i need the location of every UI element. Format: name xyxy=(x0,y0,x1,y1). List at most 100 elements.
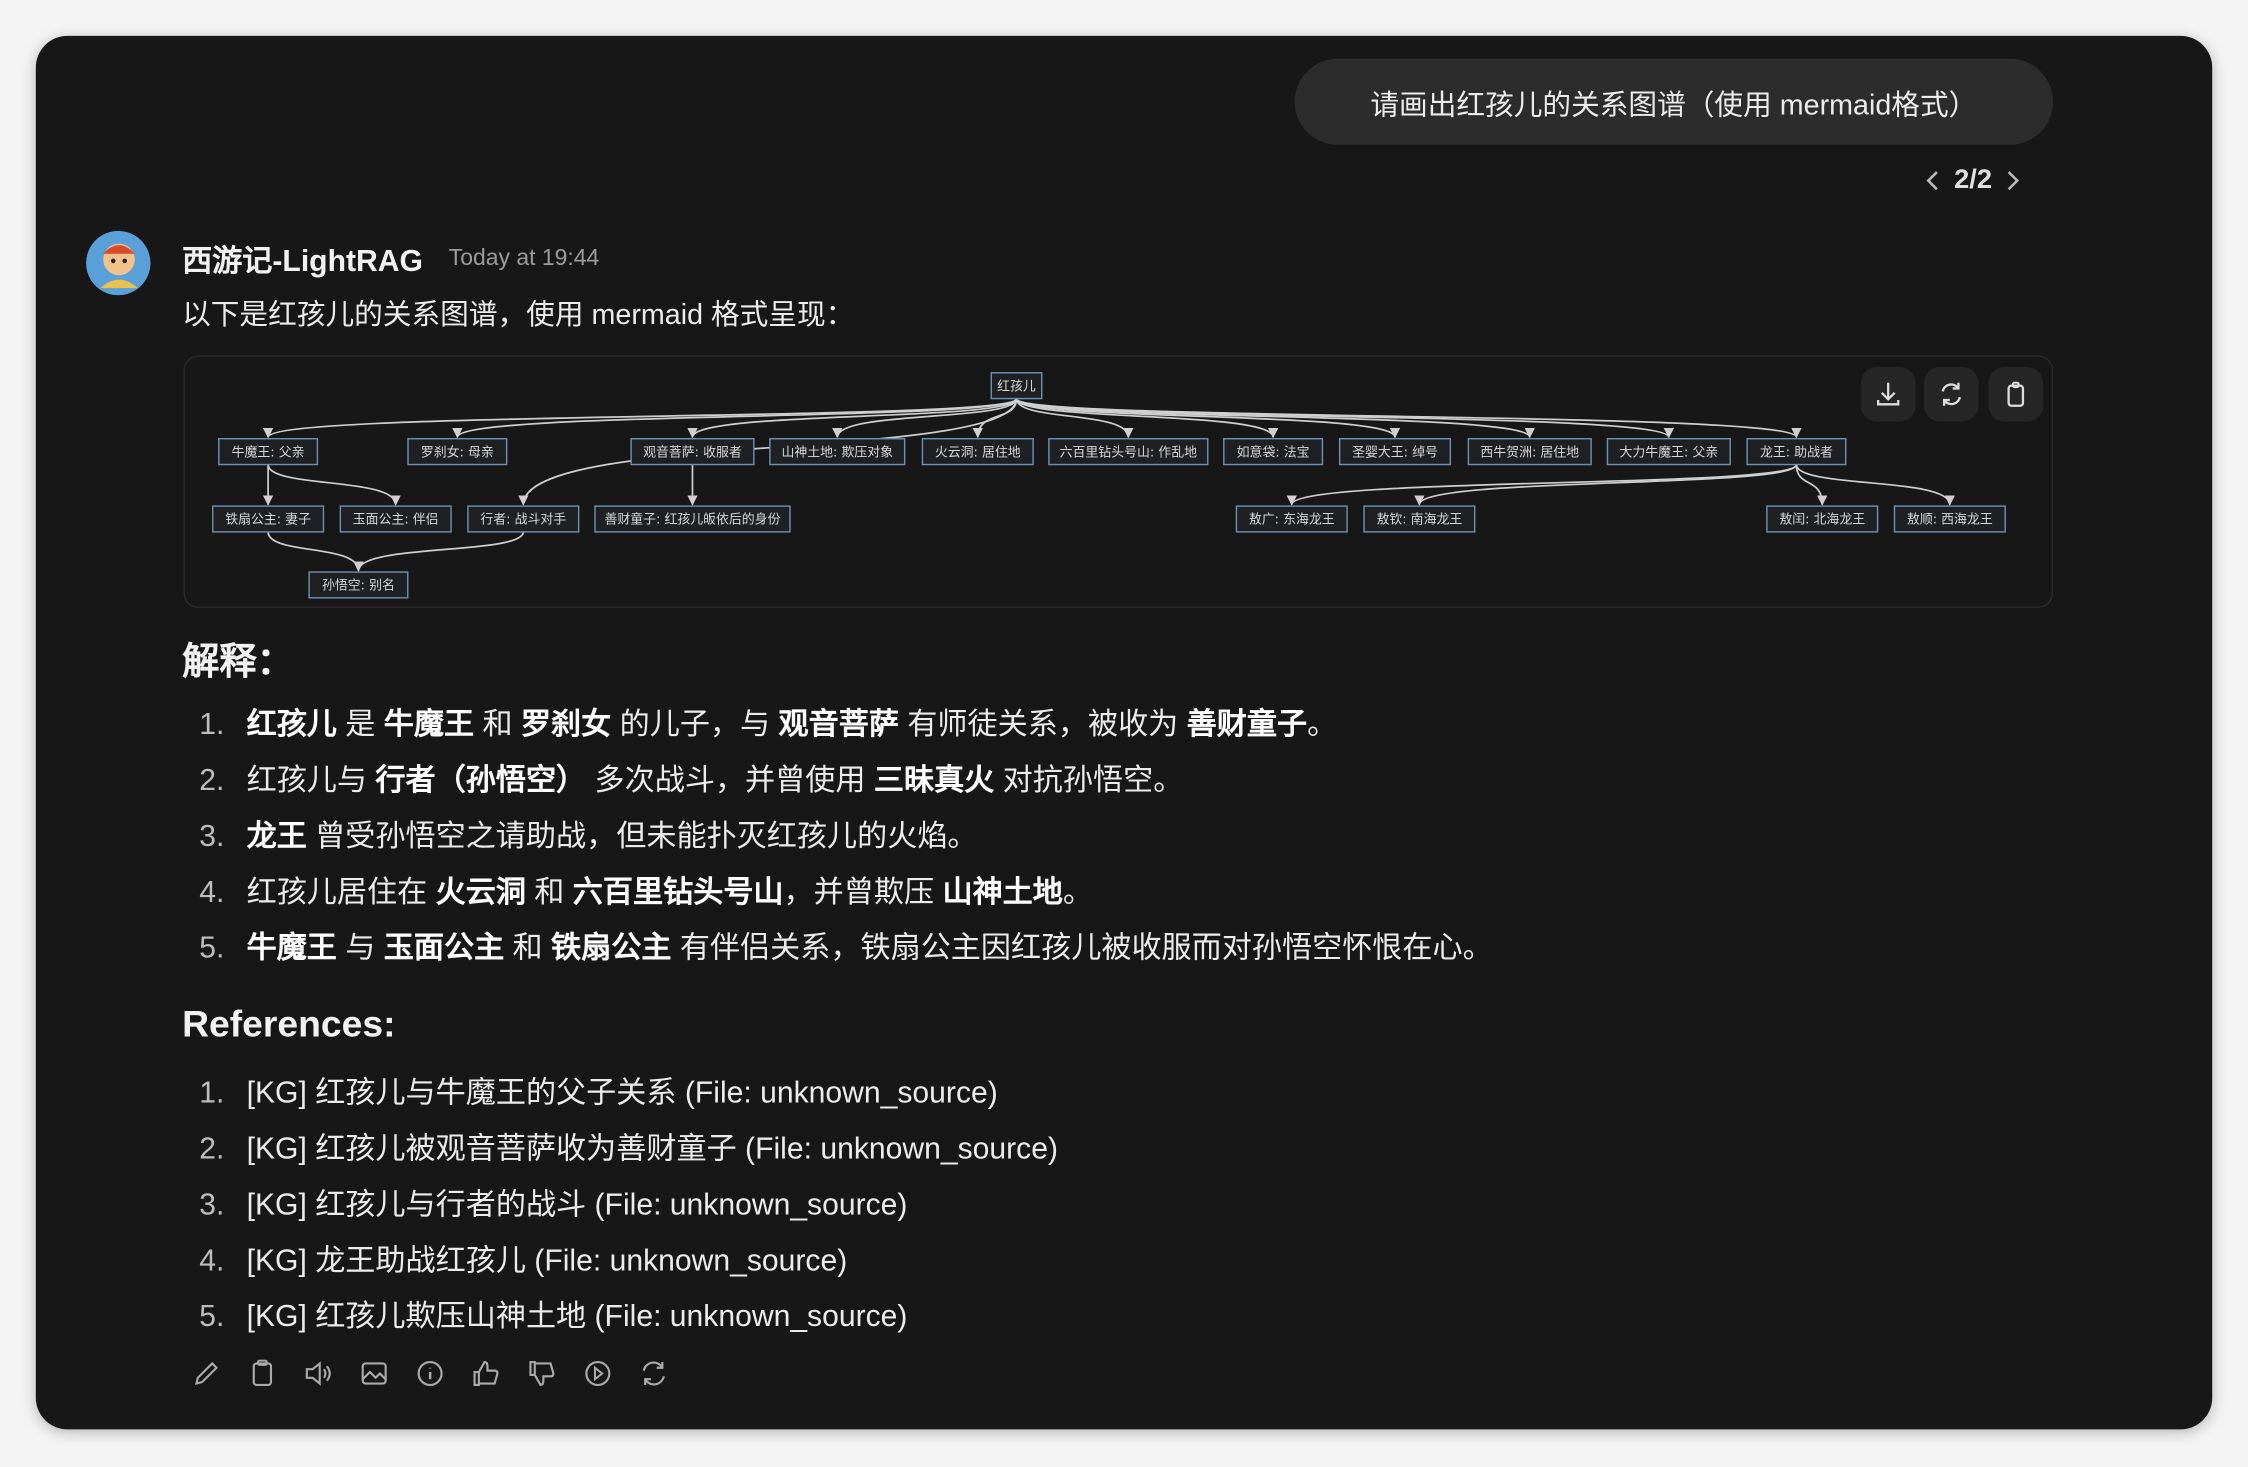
node-label: 山神土地: 欺压对象 xyxy=(781,445,893,460)
graph-node: 敖广: 东海龙王 xyxy=(1235,505,1348,533)
node-label: 铁扇公主: 妻子 xyxy=(225,512,311,528)
graph-edge xyxy=(1414,463,1798,506)
text-segment: 有师徒关系，被收为 xyxy=(898,708,1187,742)
info-button[interactable] xyxy=(414,1358,448,1392)
play-button[interactable] xyxy=(582,1358,616,1392)
list-number: 2. xyxy=(199,764,225,798)
node-label: 牛魔王: 父亲 xyxy=(232,445,305,460)
node-box xyxy=(339,505,452,533)
explanation-item: 2. 红孩儿与 行者（孙悟空） 多次战斗，并曾使用 三昧真火 对抗孙悟空。 xyxy=(182,753,1493,809)
list-number: 4. xyxy=(199,875,225,909)
user-message-text: 请画出红孩儿的关系图谱（使用 mermaid格式） xyxy=(1370,89,1978,122)
graph-edge xyxy=(1015,397,1401,439)
thumbs-down-button[interactable] xyxy=(526,1358,560,1392)
node-box xyxy=(212,505,325,533)
play-icon xyxy=(585,1360,611,1387)
graph-edge xyxy=(687,398,1018,439)
node-box xyxy=(1746,437,1847,466)
copy-diagram-button[interactable] xyxy=(1988,367,2044,422)
assistant-name: 西游记-LightRAG xyxy=(182,245,423,279)
explanation-list: 1. 红孩儿 是 牛魔王 和 罗刹女 的儿子，与 观音菩萨 有师徒关系，被收为 善… xyxy=(182,697,1493,977)
reference-text: [KG] 红孩儿与牛魔王的父子关系 (File: unknown_source) xyxy=(246,1076,998,1110)
regenerate-icon xyxy=(642,1361,665,1386)
list-number: 4. xyxy=(199,1244,225,1278)
explanation-text: 红孩儿 是 牛魔王 和 罗刹女 的儿子，与 观音菩萨 有师徒关系，被收为 善财童… xyxy=(247,697,1338,753)
text-segment: 和 xyxy=(504,931,552,965)
text-segment: 多次战斗，并曾使用 xyxy=(586,764,874,798)
image-button[interactable] xyxy=(358,1358,392,1392)
node-label: 六百里钻头号山: 作乱地 xyxy=(1060,445,1197,460)
node-label: 西牛贺洲: 居住地 xyxy=(1480,445,1579,460)
edit-button[interactable] xyxy=(191,1358,225,1392)
node-box xyxy=(1048,437,1209,466)
thumbs-up-button[interactable] xyxy=(470,1358,504,1392)
node-label: 圣婴大王: 绰号 xyxy=(1352,445,1438,460)
copy-button[interactable] xyxy=(247,1358,281,1392)
graph-node: 山神土地: 欺压对象 xyxy=(769,437,906,466)
reference-item: 2. [KG] 红孩儿被观音菩萨收为善财童子 (File: unknown_sou… xyxy=(182,1121,1058,1177)
text-segment: 。 xyxy=(1062,875,1093,909)
node-box xyxy=(407,437,508,466)
node-box xyxy=(769,437,906,466)
node-label: 孙悟空: 别名 xyxy=(322,578,395,594)
graph-edge xyxy=(1015,397,1535,439)
text-segment: 曾受孙悟空之请助战，但未能扑灭红孩儿的火焰。 xyxy=(306,820,978,854)
user-message-bubble: 请画出红孩儿的关系图谱（使用 mermaid格式） xyxy=(1294,58,2054,145)
regenerate-button[interactable] xyxy=(638,1358,672,1392)
response-pager: 2/2 xyxy=(1923,165,2024,197)
list-number: 2. xyxy=(199,1132,225,1166)
bold-term: 三昧真火 xyxy=(873,764,995,798)
explanation-heading: 解释： xyxy=(182,639,294,683)
graph-node: 玉面公主: 伴侣 xyxy=(339,505,452,533)
list-number: 3. xyxy=(199,820,225,854)
node-box xyxy=(630,437,755,466)
assistant-intro: 以下是红孩儿的关系图谱，使用 mermaid 格式呈现： xyxy=(182,299,855,332)
chevron-left-icon[interactable] xyxy=(1923,168,1943,194)
node-box xyxy=(218,437,319,466)
refresh-button[interactable] xyxy=(1924,367,1979,422)
image-icon xyxy=(361,1362,387,1385)
bold-term: 善财童子 xyxy=(1186,708,1308,742)
download-button[interactable] xyxy=(1860,367,1916,422)
graph-node: 牛魔王: 父亲 xyxy=(218,437,319,466)
assistant-avatar xyxy=(86,230,151,296)
speaker-button[interactable] xyxy=(303,1358,337,1392)
graph-node: 观音菩萨: 收服者 xyxy=(630,437,755,466)
reference-text: [KG] 龙王助战红孩儿 (File: unknown_source) xyxy=(246,1244,848,1278)
edit-icon xyxy=(194,1361,219,1385)
node-box xyxy=(1235,505,1348,533)
bold-term: 罗刹女 xyxy=(520,708,612,742)
reference-item: 3. [KG] 红孩儿与行者的战斗 (File: unknown_source) xyxy=(182,1177,1058,1233)
list-number: 5. xyxy=(199,931,225,965)
node-box xyxy=(1606,437,1731,466)
speaker-icon xyxy=(305,1361,331,1386)
node-label: 敖广: 东海龙王 xyxy=(1249,512,1335,528)
bold-term: 六百里钻头号山 xyxy=(572,875,784,909)
references-list: 1. [KG] 红孩儿与牛魔王的父子关系 (File: unknown_sourc… xyxy=(182,1065,1058,1345)
node-label: 红孩儿 xyxy=(997,378,1036,394)
reference-text: [KG] 红孩儿欺压山神土地 (File: unknown_source) xyxy=(246,1300,908,1334)
text-segment: 有伴侣关系，铁扇公主因红孩儿被收服而对孙悟空怀恨在心。 xyxy=(671,931,1493,965)
message-timestamp: Today at 19:44 xyxy=(448,246,600,271)
download-icon xyxy=(1876,382,1900,406)
text-segment: 与 xyxy=(336,931,384,965)
graph-node: 火云洞: 居住地 xyxy=(921,437,1034,466)
graph-node: 罗刹女: 母亲 xyxy=(407,437,508,466)
explanation-text: 龙王 曾受孙悟空之请助战，但未能扑灭红孩儿的火焰。 xyxy=(247,809,978,865)
graph-edge xyxy=(267,531,364,572)
chevron-right-icon[interactable] xyxy=(2003,168,2023,194)
graph-node: 红孩儿 xyxy=(990,372,1043,400)
bold-term: 火云洞 xyxy=(435,875,526,909)
clipboard-icon xyxy=(2007,381,2025,407)
graph-node: 行者: 战斗对手 xyxy=(467,505,580,533)
text-segment: 红孩儿居住在 xyxy=(246,875,436,909)
graph-edge xyxy=(267,464,401,506)
explanation-item: 4. 红孩儿居住在 火云洞 和 六百里钻头号山，并曾欺压 山神土地。 xyxy=(182,865,1493,921)
list-number: 1. xyxy=(199,1076,225,1110)
info-icon xyxy=(417,1360,443,1387)
bold-term: 行者（孙悟空） xyxy=(375,764,587,798)
list-number: 5. xyxy=(199,1300,225,1334)
bold-term: 牛魔王 xyxy=(246,931,337,965)
message-actions xyxy=(191,1358,673,1392)
node-label: 罗刹女: 母亲 xyxy=(421,444,494,460)
